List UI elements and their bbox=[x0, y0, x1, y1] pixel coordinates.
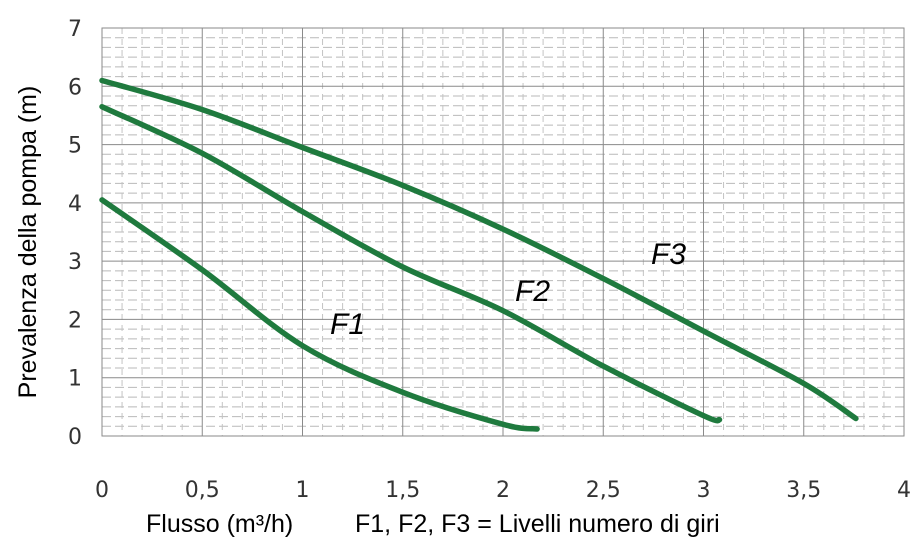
series-line-f2 bbox=[99, 103, 723, 424]
y-tick-label: 1 bbox=[68, 367, 82, 392]
y-tick-label: 2 bbox=[68, 308, 82, 333]
x-tick-label: 0,5 bbox=[185, 478, 220, 503]
major-grid bbox=[102, 28, 904, 436]
y-tick-label: 3 bbox=[68, 250, 82, 275]
x-axis-title: Flusso (m³/h) bbox=[146, 510, 293, 538]
series-line-f1 bbox=[99, 197, 540, 432]
x-tick-label: 2,5 bbox=[586, 478, 621, 503]
x-tick-label: 2 bbox=[496, 478, 510, 503]
y-tick-label: 5 bbox=[68, 134, 82, 159]
series-label-f2: F2 bbox=[515, 275, 550, 308]
x-tick-label: 3,5 bbox=[786, 478, 821, 503]
series-label-f3: F3 bbox=[651, 238, 686, 271]
x-tick-label: 3 bbox=[697, 478, 711, 503]
series-label-f1: F1 bbox=[330, 308, 365, 341]
x-tick-label: 0 bbox=[95, 478, 109, 503]
y-tick-label: 4 bbox=[68, 192, 82, 217]
x-tick-label: 1 bbox=[296, 478, 310, 503]
speed-levels-note: F1, F2, F3 = Livelli numero di giri bbox=[355, 510, 720, 538]
y-axis-title: Prevalenza della pompa (m) bbox=[14, 86, 42, 399]
plot-frame bbox=[101, 27, 905, 437]
x-tick-label: 1,5 bbox=[385, 478, 420, 503]
y-tick-label: 7 bbox=[68, 17, 82, 42]
x-tick-labels: 0 0,5 1 1,5 2 2,5 3 3,5 4 bbox=[95, 478, 911, 503]
series-lines bbox=[99, 77, 859, 432]
y-tick-label: 6 bbox=[68, 75, 82, 100]
series-line-f3 bbox=[99, 77, 859, 422]
y-tick-labels: 0 1 2 3 4 5 6 7 bbox=[68, 17, 82, 450]
x-tick-label: 4 bbox=[897, 478, 911, 503]
y-tick-label: 0 bbox=[68, 425, 82, 450]
